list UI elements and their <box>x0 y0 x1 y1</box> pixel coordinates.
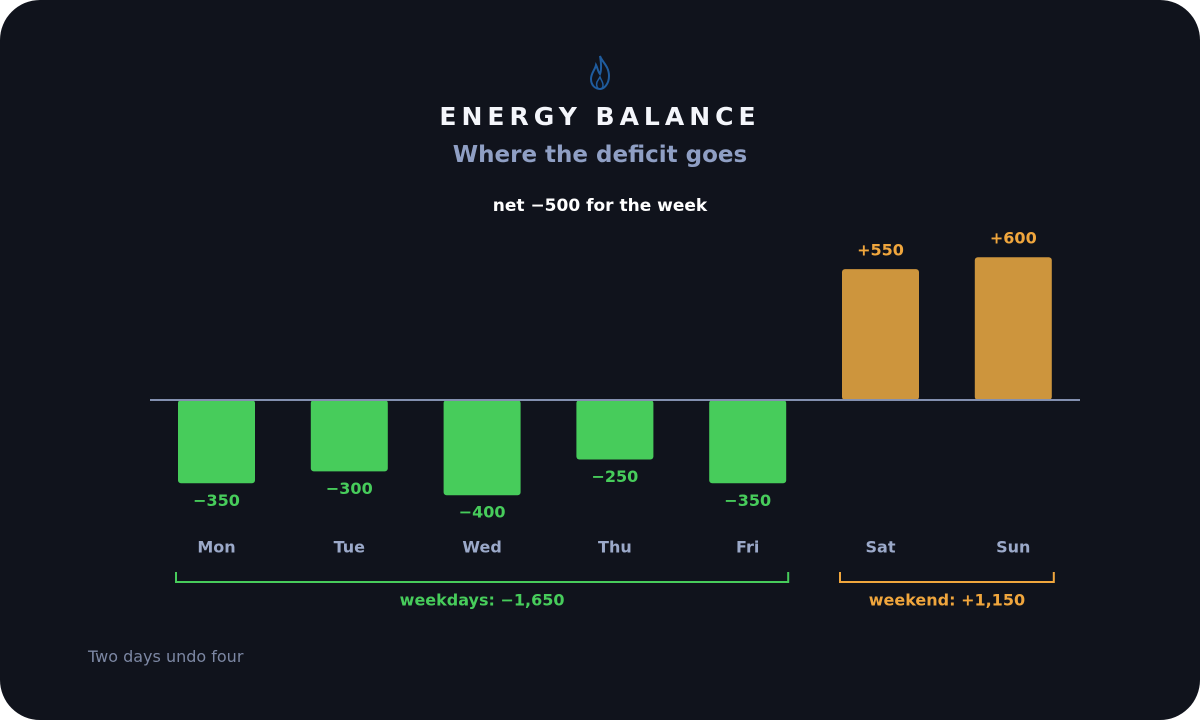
bar-sat <box>842 269 919 400</box>
value-label-tue: −300 <box>326 479 373 498</box>
value-label-wed: −400 <box>459 503 506 522</box>
bar-sun <box>974 257 1052 400</box>
tick-label-tue: Tue <box>334 538 366 557</box>
value-label-sat: +550 <box>857 241 904 260</box>
group-bracket-0 <box>175 572 790 583</box>
group-bracket-1 <box>839 572 1055 583</box>
net-total-label: net −500 for the week <box>492 196 708 216</box>
bar-wed <box>443 400 521 496</box>
tick-label-mon: Mon <box>197 538 235 557</box>
value-label-fri: −350 <box>724 491 771 510</box>
footnote: Two days undo four <box>88 647 244 666</box>
chart-title: ENERGY BALANCE <box>439 102 761 131</box>
tick-label-thu: Thu <box>598 538 632 557</box>
tick-label-wed: Wed <box>462 538 501 557</box>
group-label-1: weekend: +1,150 <box>869 591 1025 610</box>
tick-label-sat: Sat <box>866 538 896 557</box>
tick-label-sun: Sun <box>996 538 1030 557</box>
bar-thu <box>576 400 654 460</box>
bar-mon <box>178 400 255 484</box>
bar-fri <box>709 400 787 484</box>
tick-label-fri: Fri <box>736 538 759 557</box>
value-label-thu: −250 <box>591 467 638 486</box>
bar-tue <box>310 400 388 472</box>
chart-subtitle: Where the deficit goes <box>452 142 748 168</box>
flame-icon <box>589 55 611 91</box>
value-label-mon: −350 <box>193 491 240 510</box>
value-label-sun: +600 <box>990 229 1037 248</box>
group-label-0: weekdays: −1,650 <box>400 591 565 610</box>
